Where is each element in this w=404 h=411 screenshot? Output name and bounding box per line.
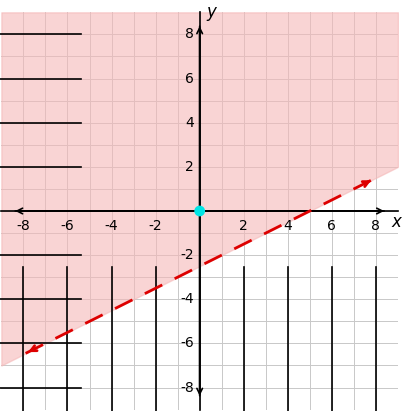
Text: -2: -2: [149, 219, 162, 233]
Text: -4: -4: [105, 219, 118, 233]
Text: 4: 4: [185, 116, 194, 130]
Text: 8: 8: [372, 219, 380, 233]
Text: -8: -8: [17, 219, 30, 233]
Text: y: y: [206, 3, 216, 21]
Text: 2: 2: [185, 160, 194, 174]
Text: 4: 4: [284, 219, 292, 233]
Text: 6: 6: [185, 72, 194, 85]
Text: -4: -4: [181, 292, 194, 306]
Text: -6: -6: [181, 336, 194, 351]
Text: -8: -8: [181, 381, 194, 395]
Text: 8: 8: [185, 28, 194, 42]
Text: -2: -2: [181, 248, 194, 262]
Text: 2: 2: [239, 219, 248, 233]
Text: 6: 6: [327, 219, 336, 233]
Text: x: x: [391, 213, 401, 231]
Point: [196, 208, 203, 214]
Text: -6: -6: [61, 219, 74, 233]
